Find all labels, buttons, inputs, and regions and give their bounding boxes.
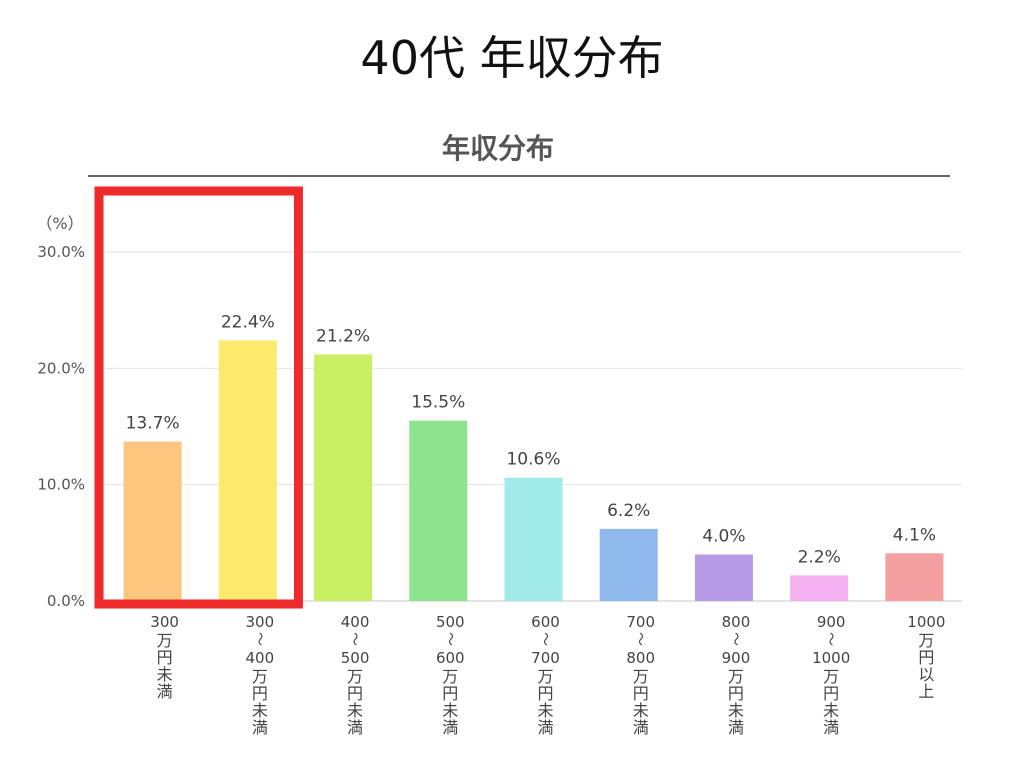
x-tick-label: 万円未満 [728, 667, 744, 737]
x-tick-label: 万円未満 [823, 667, 839, 737]
x-tick-label: 1000 [812, 649, 850, 667]
x-tick-label: 400 [246, 649, 275, 667]
bar-value-label: 10.6% [506, 450, 560, 470]
chart-title: 年収分布 [442, 132, 554, 165]
bar-value-label: 22.4% [221, 312, 275, 332]
bar [694, 554, 753, 601]
bar-value-label: 4.0% [702, 526, 745, 546]
bar [599, 528, 658, 601]
x-tick-label: 700 [531, 649, 560, 667]
bar [790, 575, 849, 601]
x-tick-label: ～ [441, 632, 457, 646]
x-tick-label: ～ [727, 632, 743, 646]
bar-value-label: 13.7% [126, 414, 180, 434]
bar [409, 420, 468, 601]
y-axis-unit: （%） [36, 214, 83, 233]
x-tick-label: ～ [632, 632, 648, 646]
x-tick-label: ～ [822, 632, 838, 646]
x-tick-label: 万円未満 [347, 667, 363, 737]
y-tick-label: 20.0% [37, 359, 85, 377]
x-tick-label: 1000 [907, 613, 945, 631]
x-tick-label: ～ [537, 632, 553, 646]
x-tick-label: 400 [341, 613, 370, 631]
x-tick-label: 万円未満 [157, 631, 173, 701]
x-tick-label: ～ [251, 632, 267, 646]
slide-title: 40代 年収分布 [360, 31, 664, 85]
x-tick-label: 500 [436, 613, 465, 631]
x-tick-label: ～ [346, 632, 362, 646]
x-tick-label: 300 [150, 613, 179, 631]
y-tick-label: 10.0% [37, 476, 85, 494]
bar-value-label: 15.5% [411, 393, 465, 413]
x-tick-label: 700 [626, 613, 655, 631]
bar [504, 477, 563, 601]
x-tick-label: 300 [246, 613, 275, 631]
x-tick-label: 万円以上 [918, 631, 934, 701]
y-tick-label: 30.0% [37, 243, 85, 261]
x-tick-label: 800 [722, 613, 751, 631]
x-tick-label: 800 [626, 649, 655, 667]
x-tick-label: 万円未満 [537, 667, 553, 737]
x-tick-label: 万円未満 [633, 667, 649, 737]
bar [314, 354, 373, 601]
x-tick-label: 900 [817, 613, 846, 631]
bar-value-label: 4.1% [893, 525, 936, 545]
bar-value-label: 6.2% [607, 501, 650, 521]
bar [123, 441, 182, 601]
highlight-box [94, 186, 303, 609]
bar [885, 553, 944, 601]
bar-value-label: 21.2% [316, 326, 370, 346]
bar [218, 340, 277, 601]
x-tick-label: 万円未満 [252, 667, 268, 737]
bar-value-label: 2.2% [798, 547, 841, 567]
x-tick-label: 万円未満 [442, 667, 458, 737]
x-tick-label: 600 [436, 649, 465, 667]
x-tick-label: 600 [531, 613, 560, 631]
x-tick-label: 500 [341, 649, 370, 667]
x-tick-label: 900 [722, 649, 751, 667]
y-tick-label: 0.0% [47, 592, 85, 610]
